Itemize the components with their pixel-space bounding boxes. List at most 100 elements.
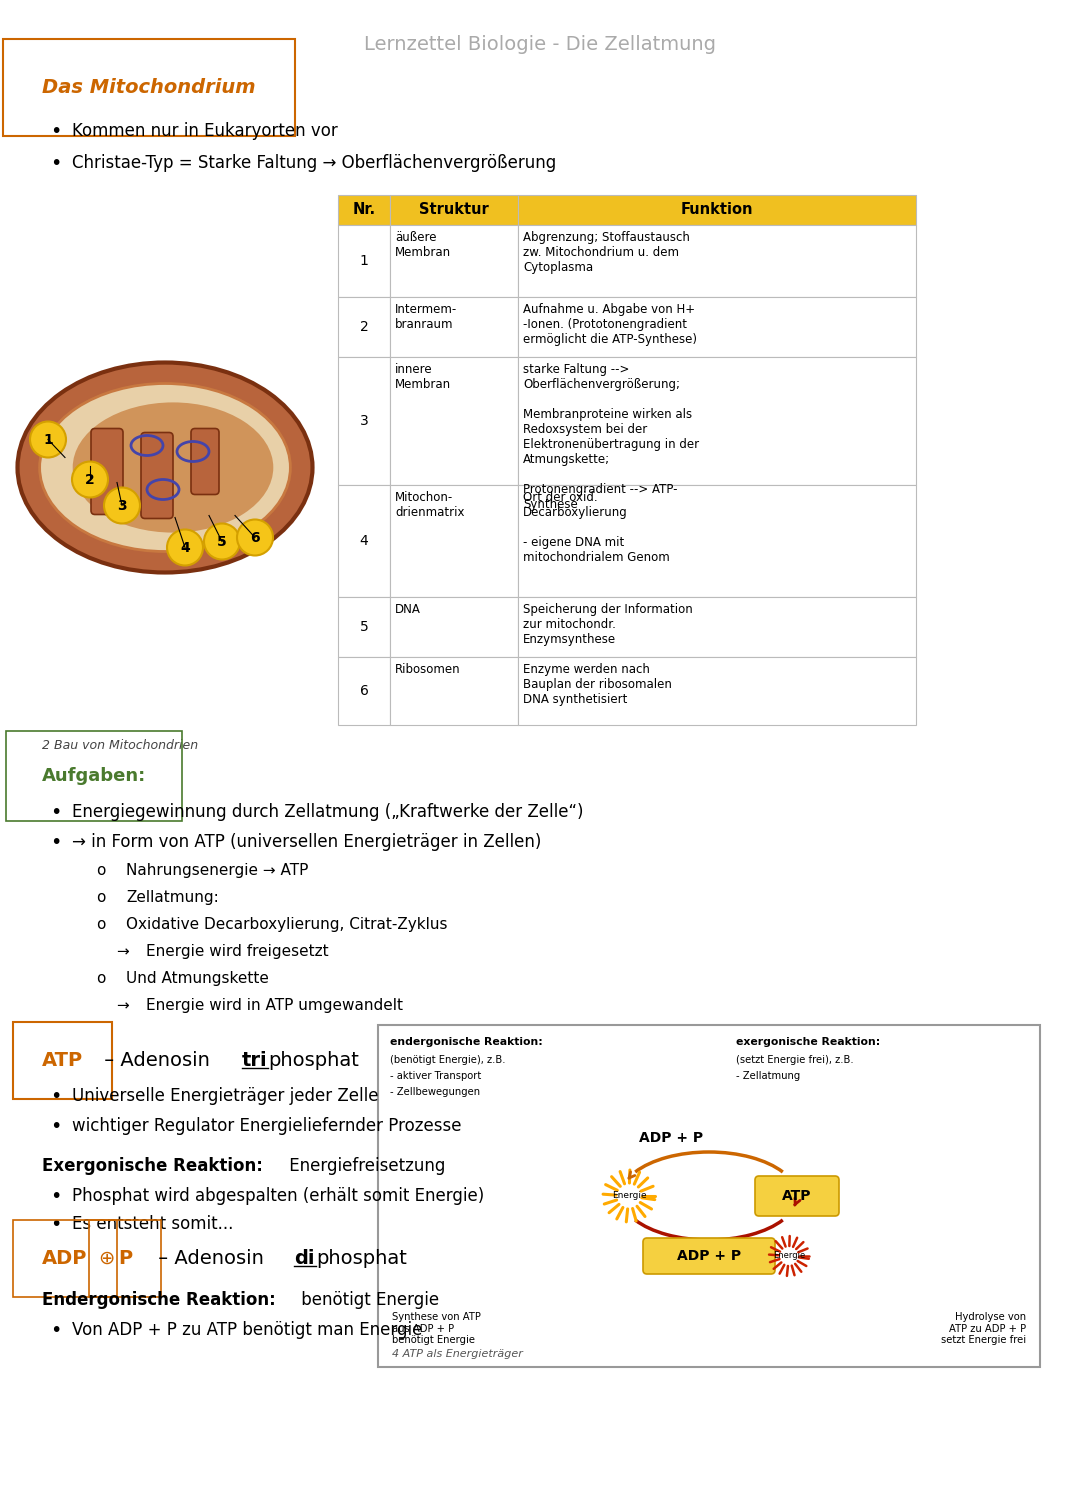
Text: Abgrenzung; Stoffaustausch
zw. Mitochondrium u. dem
Cytoplasma: Abgrenzung; Stoffaustausch zw. Mitochond… (523, 231, 690, 275)
Text: Oxidative Decarboxylierung, Citrat-Zyklus: Oxidative Decarboxylierung, Citrat-Zyklu… (126, 917, 447, 932)
Text: Nr.: Nr. (352, 203, 376, 218)
Bar (338, 195, 390, 225)
Text: endergonische Reaktion:: endergonische Reaktion: (390, 1037, 543, 1048)
Circle shape (104, 488, 140, 524)
Text: Aufnahme u. Abgabe von H+
-Ionen. (Prototonengradient
ermöglicht die ATP-Synthes: Aufnahme u. Abgabe von H+ -Ionen. (Proto… (523, 303, 697, 347)
Text: o: o (96, 971, 106, 986)
Text: Zellatmung:: Zellatmung: (126, 890, 219, 905)
Text: →: → (116, 944, 129, 959)
Text: Von ADP + P zu ATP benötigt man Energie: Von ADP + P zu ATP benötigt man Energie (72, 1321, 422, 1339)
Text: (setzt Energie frei), z.B.: (setzt Energie frei), z.B. (735, 1055, 853, 1066)
Text: Energie wird freigesetzt: Energie wird freigesetzt (146, 944, 328, 959)
Ellipse shape (17, 363, 312, 572)
Bar (518, 297, 916, 357)
Text: Struktur: Struktur (419, 203, 489, 218)
Bar (390, 657, 518, 725)
Circle shape (72, 461, 108, 497)
Text: 3: 3 (360, 414, 368, 428)
Text: → in Form von ATP (universellen Energieträger in Zellen): → in Form von ATP (universellen Energiet… (72, 833, 541, 851)
Text: Kommen nur in Eukaryorten vor: Kommen nur in Eukaryorten vor (72, 122, 338, 140)
Bar (390, 297, 518, 357)
Text: - Zellbewegungen: - Zellbewegungen (390, 1087, 481, 1097)
Circle shape (167, 530, 203, 566)
Text: •: • (50, 122, 62, 141)
Text: 4: 4 (180, 540, 190, 554)
Text: →: → (116, 998, 129, 1013)
Text: innere
Membran: innere Membran (395, 363, 451, 390)
Text: 1: 1 (43, 432, 53, 446)
Text: •: • (50, 1214, 62, 1234)
Text: 6: 6 (251, 530, 260, 545)
Text: ADP + P: ADP + P (677, 1249, 741, 1262)
Text: Intermem-
branraum: Intermem- branraum (395, 303, 457, 332)
Bar (518, 597, 916, 657)
Text: 2: 2 (360, 320, 368, 335)
Text: Funktion: Funktion (680, 203, 753, 218)
Text: •: • (50, 833, 62, 853)
Bar (390, 357, 518, 485)
FancyBboxPatch shape (755, 1175, 839, 1216)
Bar (390, 195, 518, 225)
Bar (338, 297, 390, 357)
Text: Synthese von ATP
aus ADP + P
benötigt Energie: Synthese von ATP aus ADP + P benötigt En… (392, 1312, 481, 1345)
Text: 3: 3 (118, 498, 126, 512)
Text: Ribosomen: Ribosomen (395, 663, 461, 675)
FancyBboxPatch shape (141, 432, 173, 518)
Bar (390, 597, 518, 657)
Text: ATP: ATP (42, 1051, 83, 1070)
Text: Mitochon-
drienmatrix: Mitochon- drienmatrix (395, 491, 464, 519)
Bar (338, 485, 390, 597)
Ellipse shape (40, 383, 291, 551)
Bar (518, 357, 916, 485)
Text: wichtiger Regulator Energieliefernder Prozesse: wichtiger Regulator Energieliefernder Pr… (72, 1117, 461, 1135)
Text: Nahrungsenergie → ATP: Nahrungsenergie → ATP (126, 863, 309, 878)
Text: P: P (118, 1249, 132, 1268)
Text: Endergonische Reaktion:: Endergonische Reaktion: (42, 1291, 275, 1309)
Text: äußere
Membran: äußere Membran (395, 231, 451, 260)
Text: Universelle Energieträger jeder Zelle: Universelle Energieträger jeder Zelle (72, 1087, 378, 1105)
Text: •: • (50, 1117, 62, 1136)
Text: Energiegewinnung durch Zellatmung („Kraftwerke der Zelle“): Energiegewinnung durch Zellatmung („Kraf… (72, 803, 583, 821)
Text: - aktiver Transport: - aktiver Transport (390, 1072, 482, 1081)
Text: phosphat: phosphat (268, 1051, 359, 1070)
Text: Ort der oxid.
Decarboxylierung

- eigene DNA mit
mitochondrialem Genom: Ort der oxid. Decarboxylierung - eigene … (523, 491, 670, 564)
Text: Energiefreisetzung: Energiefreisetzung (284, 1157, 445, 1175)
Text: •: • (50, 155, 62, 173)
FancyBboxPatch shape (191, 428, 219, 494)
Text: Aufgaben:: Aufgaben: (42, 767, 146, 785)
Circle shape (30, 422, 66, 458)
Text: ADP: ADP (42, 1249, 87, 1268)
Text: 2 Bau von Mitochondrien: 2 Bau von Mitochondrien (42, 738, 198, 752)
Text: Energie wird in ATP umgewandelt: Energie wird in ATP umgewandelt (146, 998, 403, 1013)
FancyBboxPatch shape (643, 1238, 775, 1274)
Text: •: • (50, 803, 62, 823)
Ellipse shape (72, 402, 273, 533)
Text: 2: 2 (85, 473, 95, 486)
Text: o: o (96, 917, 106, 932)
Text: •: • (50, 1321, 62, 1340)
FancyBboxPatch shape (91, 428, 123, 515)
Text: o: o (96, 890, 106, 905)
Text: phosphat: phosphat (316, 1249, 407, 1268)
Bar (338, 657, 390, 725)
Text: Energie: Energie (611, 1192, 646, 1201)
Text: •: • (50, 1087, 62, 1106)
Bar (518, 657, 916, 725)
Text: Hydrolyse von
ATP zu ADP + P
setzt Energie frei: Hydrolyse von ATP zu ADP + P setzt Energ… (941, 1312, 1026, 1345)
Text: – Adenosin: – Adenosin (152, 1249, 264, 1268)
Text: starke Faltung -->
Oberflächenvergrößerung;

Membranproteine wirken als
Redoxsys: starke Faltung --> Oberflächenvergrößeru… (523, 363, 699, 510)
Text: ATP: ATP (782, 1189, 812, 1202)
Text: 6: 6 (360, 684, 368, 698)
Circle shape (204, 524, 240, 560)
Text: 4 ATP als Energieträger: 4 ATP als Energieträger (392, 1349, 523, 1358)
Text: Und Atmungskette: Und Atmungskette (126, 971, 269, 986)
Text: 5: 5 (360, 620, 368, 633)
Text: benötigt Energie: benötigt Energie (296, 1291, 440, 1309)
Bar (518, 195, 916, 225)
Text: Es entsteht somit...: Es entsteht somit... (72, 1214, 233, 1232)
Bar (338, 225, 390, 297)
Bar (338, 597, 390, 657)
Bar (390, 225, 518, 297)
Text: di: di (294, 1249, 314, 1268)
Text: ⊕: ⊕ (98, 1249, 114, 1268)
